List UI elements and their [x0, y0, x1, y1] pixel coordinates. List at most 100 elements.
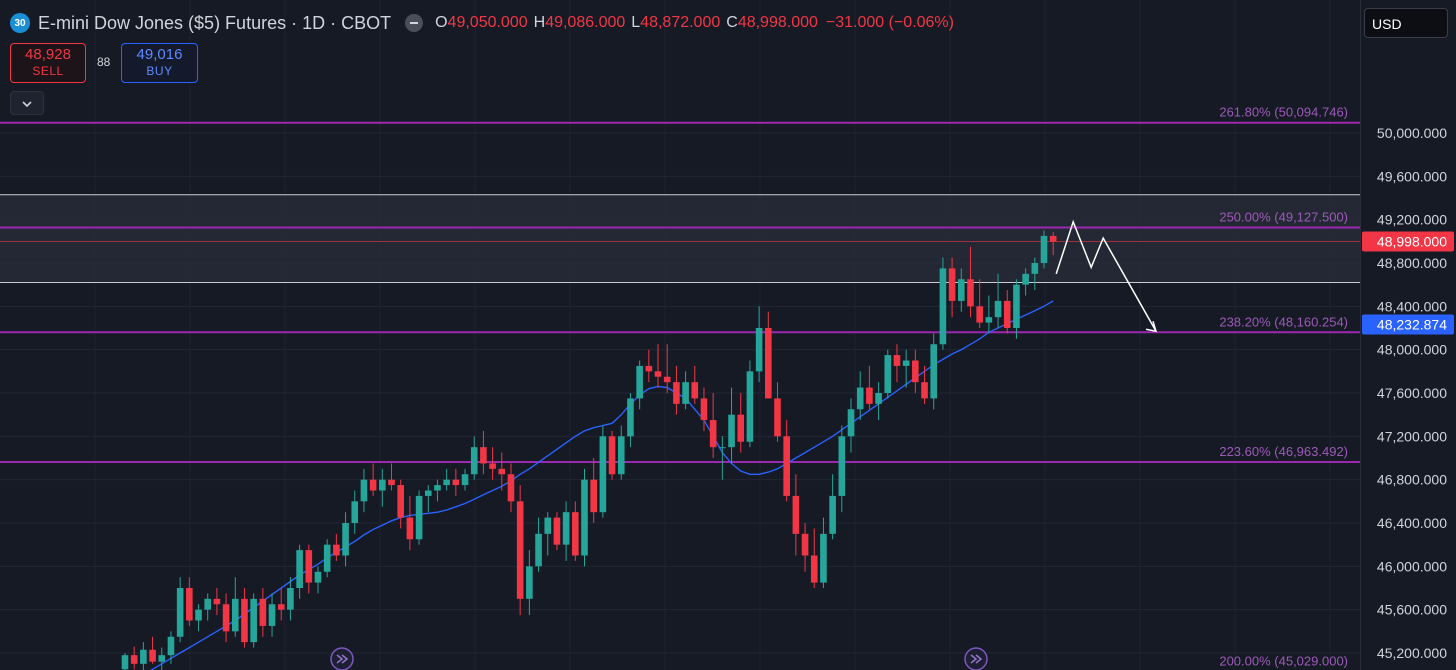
currency-select[interactable]: USD	[1364, 8, 1448, 38]
candle-body	[305, 550, 313, 583]
sell-price: 48,928	[25, 46, 71, 63]
candle-body	[388, 479, 395, 486]
sell-button[interactable]: 48,928 SELL	[10, 43, 86, 83]
close-label: C	[726, 14, 738, 31]
candle-body	[673, 382, 680, 404]
candle-body	[121, 655, 129, 670]
candle-body	[470, 447, 478, 475]
fib-level-label: 223.60% (46,963.492)	[1219, 444, 1348, 459]
candle-body	[590, 479, 597, 513]
candle-body	[213, 598, 221, 605]
candle-body	[498, 468, 506, 475]
symbol-title[interactable]: E-mini Dow Jones ($5) Futures · 1D · CBO…	[38, 12, 392, 33]
candle-body	[176, 588, 184, 637]
price-axis-panel[interactable]	[1360, 0, 1456, 670]
moving-average-line	[150, 300, 1054, 670]
chart-header: 30 E-mini Dow Jones ($5) Futures · 1D · …	[10, 9, 954, 37]
candle-body	[663, 376, 671, 383]
candle-body	[480, 447, 487, 464]
candle-body	[323, 544, 331, 572]
candle-body	[250, 598, 257, 643]
candle-body	[976, 306, 983, 323]
candle-body	[654, 371, 662, 377]
candle-body	[737, 414, 745, 442]
candle-body	[158, 655, 166, 662]
collapse-button[interactable]	[10, 91, 44, 115]
candle-body	[994, 300, 1002, 318]
candle-body	[948, 268, 956, 301]
minus-icon[interactable]	[405, 14, 424, 32]
candle-body	[581, 479, 588, 556]
candle-body	[342, 523, 349, 556]
candle-body	[801, 533, 809, 556]
candle-body	[856, 387, 864, 410]
candle-body	[847, 409, 855, 437]
candle-body	[195, 609, 202, 621]
candle-body	[719, 447, 726, 449]
candle-body	[553, 517, 561, 545]
candle-body	[167, 636, 175, 656]
candle-body	[921, 382, 928, 399]
candle-body	[296, 550, 303, 588]
candle-body	[526, 566, 533, 599]
candle-body	[130, 655, 138, 664]
projection-arrowhead	[1145, 321, 1158, 333]
candle-body	[875, 393, 882, 404]
candle-body	[765, 328, 772, 399]
candle-body	[562, 512, 570, 545]
candle-body	[1013, 284, 1020, 328]
candle-body	[259, 598, 267, 626]
candle-body	[645, 365, 653, 372]
candle-body	[1031, 263, 1039, 274]
candle-body	[149, 649, 156, 662]
candle-body	[820, 533, 827, 583]
candle-body	[700, 398, 708, 421]
candle-body	[351, 501, 359, 523]
candle-body	[691, 382, 699, 399]
candle-body	[617, 436, 625, 475]
candle-body	[967, 279, 974, 307]
candle-body	[709, 420, 717, 448]
fib-level-label: 238.20% (48,160.254)	[1219, 314, 1348, 329]
low-label: L	[631, 14, 641, 31]
candle-body	[222, 604, 230, 632]
candle-body	[507, 474, 515, 502]
candle-body	[829, 495, 836, 534]
candle-body	[424, 490, 432, 496]
candle-body	[406, 517, 414, 540]
resistance-zone	[0, 194, 1360, 283]
candle-body	[627, 398, 634, 437]
candle-body	[268, 604, 276, 626]
candle-body	[379, 479, 386, 491]
close-value: 48,998.000	[737, 14, 818, 31]
fib-level-label: 261.80% (50,094.746)	[1219, 105, 1348, 120]
event-marker-icon	[964, 647, 988, 670]
candle-body	[535, 533, 542, 567]
candle-body	[1040, 235, 1048, 263]
buy-button[interactable]: 49,016 BUY	[121, 43, 198, 83]
candle-body	[415, 495, 423, 540]
candle-body	[783, 436, 790, 496]
candle-body	[333, 544, 340, 556]
candle-body	[755, 328, 763, 372]
candle-body	[516, 501, 524, 599]
projection-path	[1055, 219, 1157, 332]
candle-body	[231, 598, 239, 632]
candle-body	[599, 436, 607, 513]
candle-body	[1003, 300, 1011, 328]
candle-body	[636, 365, 643, 399]
candle-body	[186, 588, 193, 621]
candle-body	[939, 268, 947, 345]
open-label: O	[435, 14, 448, 31]
event-marker-icon	[330, 647, 354, 670]
candle-body	[884, 355, 892, 393]
candle-body	[746, 371, 754, 442]
candle-body	[204, 598, 212, 610]
candle-body	[957, 279, 965, 301]
candle-body	[608, 436, 616, 475]
candle-body	[792, 495, 800, 534]
symbol-badge[interactable]: 30	[10, 13, 30, 33]
candle-body	[277, 604, 285, 610]
open-value: 49,050.000	[447, 14, 528, 31]
